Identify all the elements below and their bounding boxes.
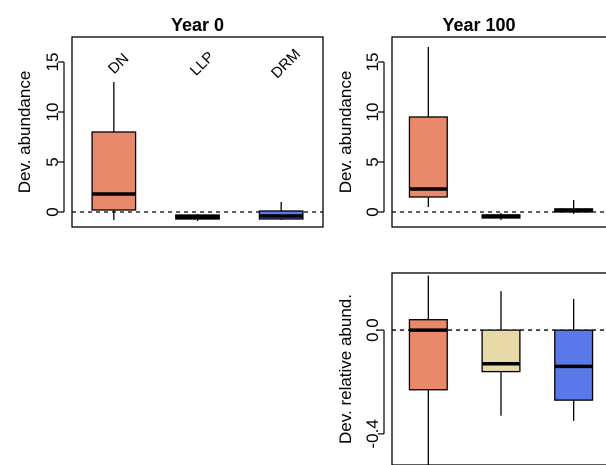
y-axis-label: Dev. relative abund. bbox=[336, 294, 355, 444]
plot-frame bbox=[391, 272, 606, 465]
plot-frame bbox=[391, 36, 606, 228]
category-label: LLP bbox=[187, 48, 218, 79]
chart-panel: Year 100 Dev. abundance 0 5 10 15 bbox=[336, 15, 606, 228]
y-tick-label: 5 bbox=[363, 157, 382, 166]
box-3 bbox=[554, 298, 594, 421]
chart-panel: Year 0 Dev. abundance 0 5 10 15 DN LLP DRM bbox=[15, 15, 324, 228]
y-tick-label: 15 bbox=[363, 53, 382, 72]
category-label: DRM bbox=[268, 46, 304, 82]
y-axis-label: Dev. abundance bbox=[15, 71, 34, 194]
y-axis-label: Dev. abundance bbox=[336, 71, 355, 194]
chart-panel: Dev. relative abund. -0.4 0.0 bbox=[336, 272, 606, 465]
box-body bbox=[91, 131, 137, 211]
box-1 bbox=[408, 47, 448, 207]
y-tick-label: 5 bbox=[43, 157, 62, 166]
box-2 bbox=[481, 213, 521, 220]
chart-title: Year 0 bbox=[171, 15, 224, 35]
box-body bbox=[408, 116, 448, 198]
box-3 bbox=[258, 202, 304, 220]
y-tick-label: 15 bbox=[43, 53, 62, 72]
box-2 bbox=[481, 291, 521, 416]
y-tick-label: -0.4 bbox=[363, 419, 382, 448]
box-2 bbox=[175, 214, 220, 221]
box-3 bbox=[554, 200, 594, 214]
box-1 bbox=[91, 82, 137, 220]
chart-title: Year 100 bbox=[442, 15, 515, 35]
y-tick-label: 0.0 bbox=[363, 318, 382, 342]
plot-frame bbox=[71, 36, 324, 228]
y-tick-label: 0 bbox=[363, 207, 382, 216]
y-tick-label: 0 bbox=[43, 207, 62, 216]
y-tick-label: 10 bbox=[43, 103, 62, 122]
y-tick-label: 10 bbox=[363, 103, 382, 122]
box-1 bbox=[408, 275, 448, 465]
category-label: DN bbox=[105, 50, 132, 77]
